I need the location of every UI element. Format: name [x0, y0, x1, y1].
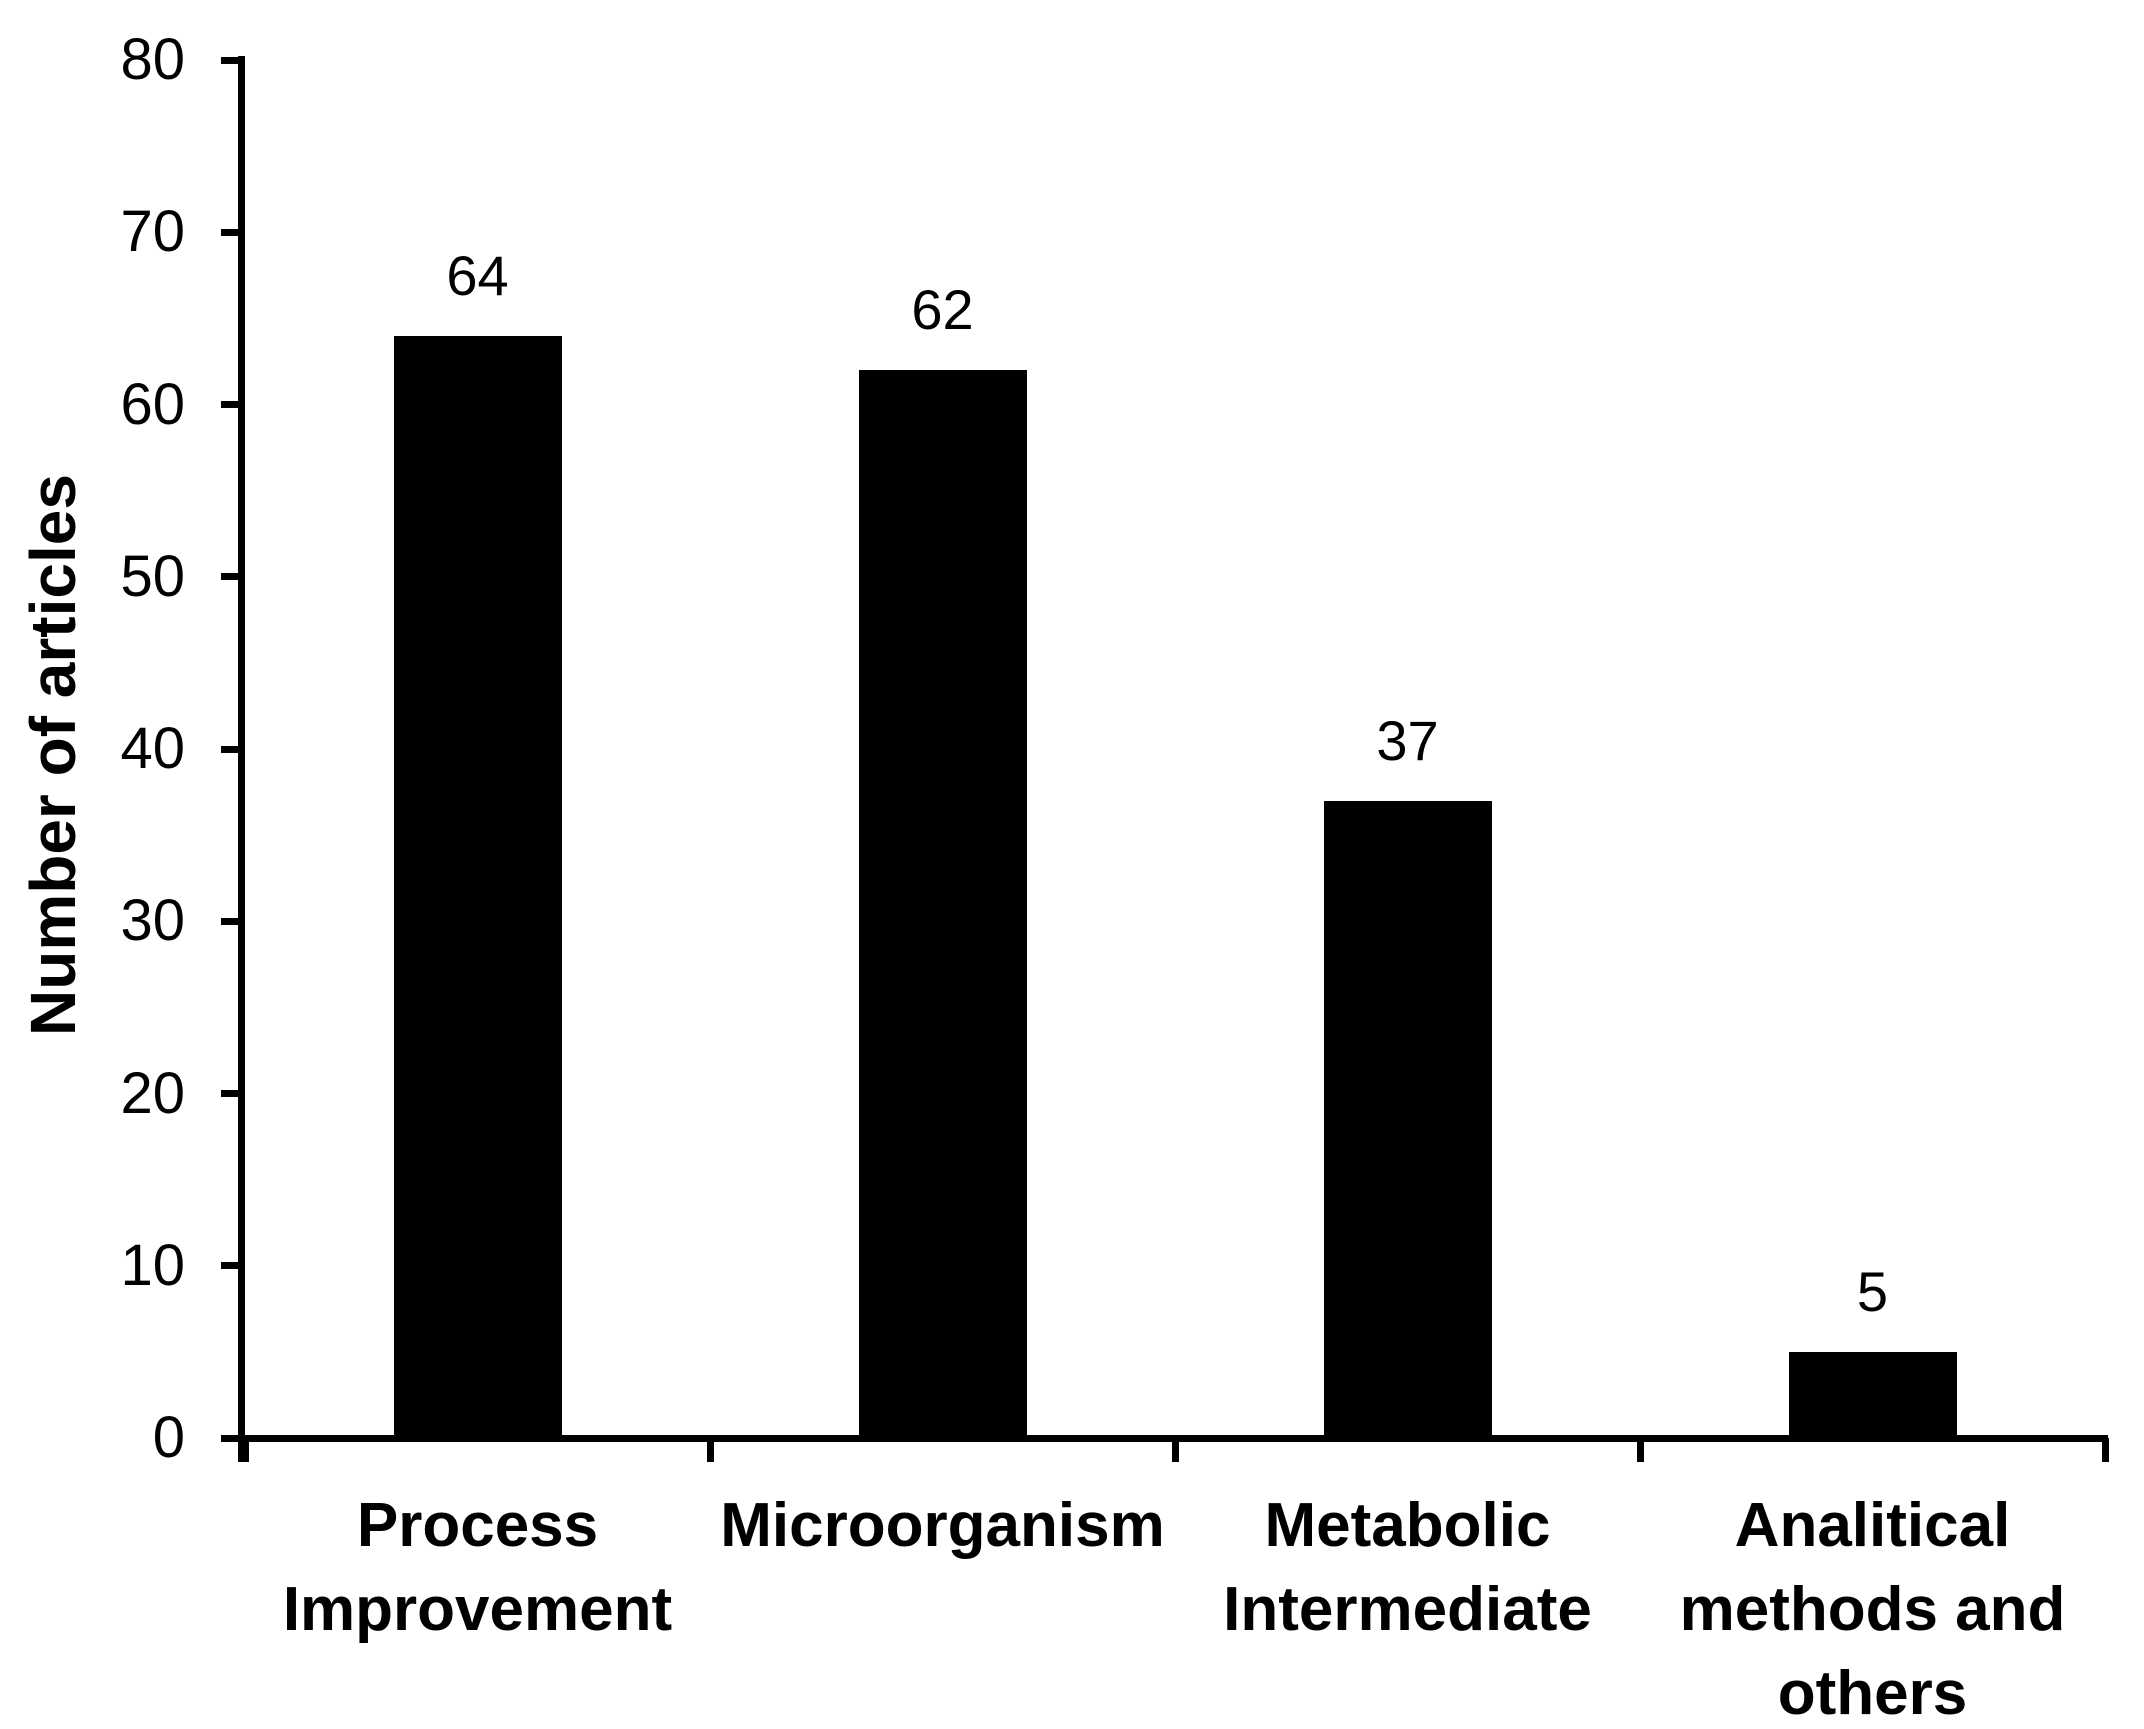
y-tick-mark	[221, 401, 245, 408]
category-label: Process Improvement	[282, 1491, 673, 1644]
category-label: Metabolic Intermediate	[1223, 1491, 1592, 1644]
y-tick-mark	[221, 917, 245, 925]
bar	[1323, 800, 1492, 1436]
x-tick-mark	[2101, 1438, 2109, 1462]
y-tick-mark	[221, 573, 245, 581]
x-axis-line	[222, 1435, 2108, 1442]
y-axis-line	[238, 56, 245, 1462]
bar-value-label: 62	[911, 278, 974, 342]
y-tick-label: 70	[120, 199, 185, 265]
bar	[393, 335, 562, 1436]
y-tick-label: 0	[152, 1405, 185, 1470]
x-tick-mark	[706, 1438, 714, 1462]
bar-value-label: 64	[446, 243, 509, 307]
y-tick-mark	[221, 228, 245, 236]
category-label: Analitical methods and others	[1679, 1491, 2066, 1728]
bar-value-label: 5	[1856, 1259, 1889, 1323]
bar-value-label: 37	[1376, 708, 1439, 772]
y-tick-label: 50	[120, 543, 185, 609]
y-tick-label: 40	[120, 716, 185, 781]
bar	[1788, 1351, 1957, 1436]
y-tick-label: 20	[120, 1060, 185, 1126]
y-tick-label: 60	[120, 371, 185, 437]
x-tick-mark	[1171, 1438, 1179, 1462]
y-tick-mark	[221, 1090, 245, 1097]
y-tick-label: 80	[120, 27, 185, 92]
y-tick-mark	[221, 56, 245, 64]
y-tick-mark	[221, 1262, 245, 1270]
y-tick-mark	[221, 745, 245, 753]
y-tick-label: 30	[120, 888, 185, 954]
y-tick-mark	[221, 1434, 245, 1442]
x-tick-mark	[1636, 1438, 1644, 1462]
x-tick-mark	[241, 1438, 249, 1462]
category-label: Microorganism	[720, 1491, 1165, 1560]
y-tick-label: 10	[120, 1232, 185, 1298]
bar	[858, 370, 1027, 1436]
